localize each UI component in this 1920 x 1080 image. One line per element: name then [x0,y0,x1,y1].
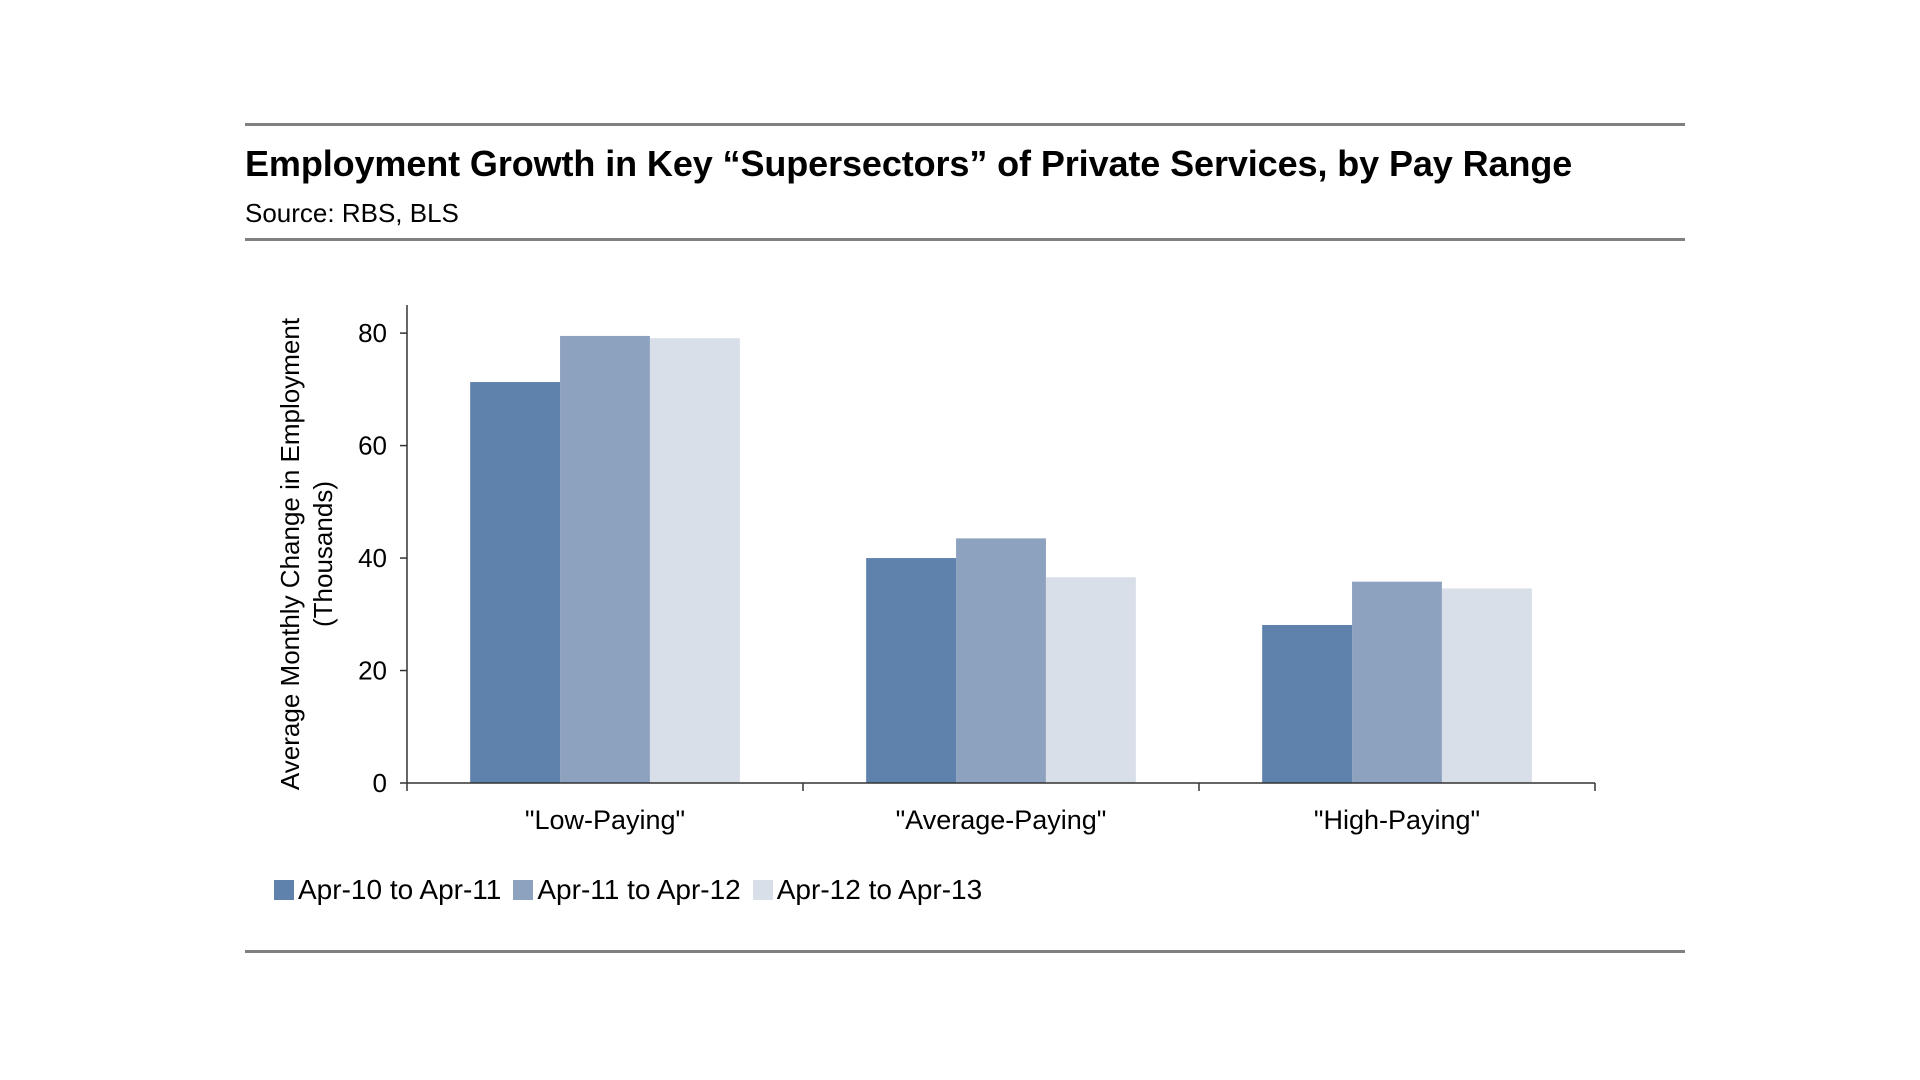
category-label-1: "Low-Paying" [525,805,685,835]
y-tick-label-2: 20 [358,656,387,686]
legend-swatch-series-3 [752,880,773,900]
legend-swatch-series-2 [513,880,534,900]
legend-label-series-1: Apr-10 to Apr-11 [298,874,502,905]
legend-label-series-2: Apr-11 to Apr-12 [537,874,741,905]
legend-swatch-series-1 [274,880,294,900]
bar-1-3 [649,338,740,783]
y-tick-label-1: 0 [373,768,387,798]
legend-item-series-2: Apr-11 to Apr-12 [513,874,741,906]
legend-item-series-3: Apr-12 to Apr-13 [752,874,983,906]
top-rule [245,123,1685,126]
bottom-rule [245,950,1685,953]
chart-title: Employment Growth in Key “Supersectors” … [245,143,1573,184]
header-rule [245,238,1685,241]
y-axis-title-line-2: (Thousands) [308,481,338,627]
legend-item-series-1: Apr-10 to Apr-11 [274,874,501,906]
bar-1-2 [560,335,650,783]
category-label-3: "High-Paying" [1314,805,1480,835]
bar-2-3 [1045,577,1136,783]
y-axis-title-line-1: Average Monthly Change in Employment [275,317,305,790]
bar-3-1 [1262,624,1353,783]
legend-label-series-3: Apr-12 to Apr-13 [776,874,983,905]
bar-2-1 [866,558,957,783]
y-tick-label-3: 40 [358,543,387,573]
category-label-2: "Average-Paying" [896,805,1107,835]
y-tick-label-4: 60 [358,431,387,461]
bar-3-2 [1352,581,1442,783]
bar-2-2 [956,538,1046,783]
y-tick-label-5: 80 [358,318,387,348]
bar-1-1 [470,382,561,783]
chart-legend: Apr-10 to Apr-11 Apr-11 to Apr-12 Apr-12… [274,874,994,906]
chart-source: Source: RBS, BLS [245,198,459,228]
bar-3-3 [1441,588,1532,783]
